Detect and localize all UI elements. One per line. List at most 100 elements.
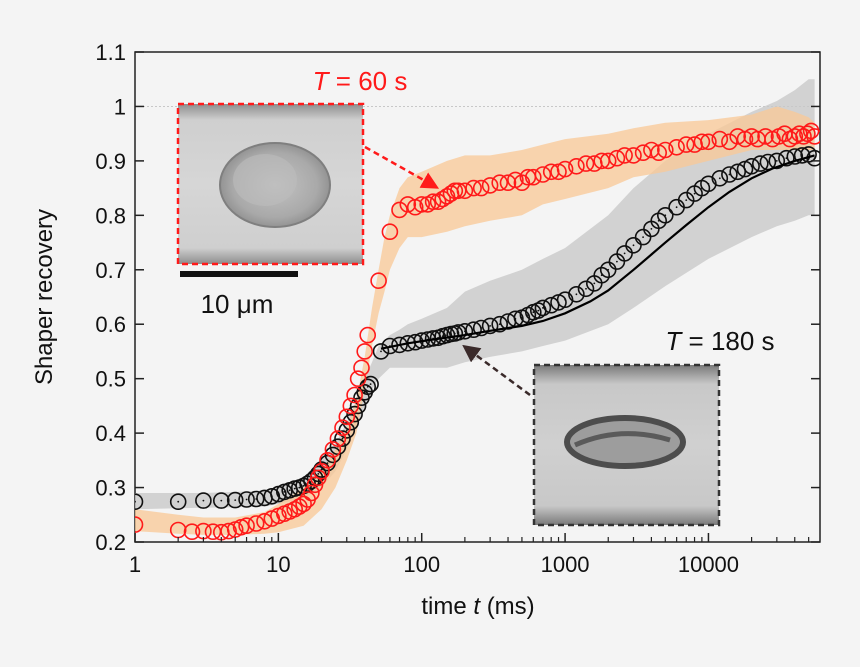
data-point: [456, 322, 474, 340]
data-point: [324, 446, 342, 464]
data-point: [465, 321, 482, 339]
data-point-center: [489, 325, 491, 327]
data-point: [668, 139, 685, 156]
data-point: [429, 193, 447, 210]
data-point-center: [527, 314, 529, 316]
x-axis-title-main: time: [421, 593, 466, 620]
data-point: [334, 419, 351, 437]
inset-180s: T = 180 s: [462, 326, 775, 527]
data-point: [195, 492, 212, 509]
x-axis-title: time t (ms): [421, 593, 534, 620]
data-point-center: [718, 177, 721, 180]
data-point: [256, 512, 273, 530]
x-tick-label: 1: [129, 552, 141, 577]
data-point: [568, 285, 585, 303]
data-point-center: [366, 385, 369, 388]
data-point: [534, 166, 552, 183]
x-tick-label: 1000: [541, 552, 590, 577]
data-point: [391, 336, 408, 354]
data-point: [169, 493, 187, 511]
data-point: [353, 359, 370, 377]
data-point: [616, 147, 633, 164]
data-point: [338, 422, 356, 439]
data-point: [778, 149, 795, 167]
inset-180s-label: T = 180 s: [665, 326, 774, 356]
inset-180s-label-var: T: [665, 326, 683, 356]
data-point: [743, 158, 760, 175]
data-point: [303, 484, 320, 502]
inset-180s-cell: [564, 415, 686, 469]
data-point: [481, 177, 499, 194]
data-point: [319, 451, 336, 469]
data-point-center: [585, 287, 587, 290]
data-point: [721, 133, 738, 151]
x-axis: 1 10 100 1000 10000: [129, 533, 810, 577]
data-point: [286, 500, 304, 518]
data-point: [338, 408, 356, 426]
data-point-center: [767, 161, 769, 163]
x-axis-title-var: t: [473, 593, 481, 620]
data-point: [472, 179, 490, 197]
fit-line-layer: [380, 154, 815, 350]
data-point: [481, 317, 499, 335]
data-point-center: [326, 462, 329, 464]
data-point: [806, 128, 820, 145]
data-point-center: [220, 499, 223, 502]
inset-60s: 10 μm T = 60 s: [176, 66, 440, 319]
y-tick-label: 1.1: [95, 40, 126, 65]
data-point-center: [177, 500, 180, 503]
data-point: [556, 160, 574, 178]
data-point: [399, 196, 417, 213]
data-point: [349, 370, 367, 388]
data-point-center: [234, 499, 237, 501]
data-point-center: [532, 311, 535, 314]
data-point: [342, 397, 360, 415]
data-point-center: [464, 330, 466, 333]
data-point-center: [202, 499, 205, 502]
band-180s: [135, 79, 815, 510]
data-point: [768, 152, 786, 170]
y-axis-title: Shaper recovery: [31, 209, 58, 385]
x-tick-label: 10: [266, 552, 290, 577]
data-point-center: [607, 268, 610, 271]
data-point-center: [632, 244, 635, 247]
data-point: [456, 182, 474, 200]
data-point: [424, 193, 442, 210]
data-point: [656, 207, 674, 224]
data-point: [786, 128, 804, 145]
y-tick-label: 1: [114, 94, 126, 119]
scale-bar-label: 10 μm: [201, 289, 274, 319]
data-point-center: [537, 309, 540, 312]
data-point: [608, 149, 626, 167]
data-point: [391, 201, 408, 219]
fit-line-180s: [380, 154, 815, 350]
data-point: [577, 280, 595, 298]
data-point: [263, 487, 281, 505]
inset-60s-cell-core: [233, 154, 297, 206]
data-point: [786, 148, 804, 165]
data-point-center: [302, 485, 305, 487]
data-point: [711, 170, 729, 187]
data-point: [295, 495, 312, 513]
data-point: [465, 179, 482, 197]
y-tick-label: 0.9: [95, 149, 126, 174]
data-point-center: [750, 165, 753, 168]
data-point: [247, 515, 265, 532]
y-tick-label: 0.5: [95, 367, 126, 392]
data-point: [356, 343, 374, 360]
inset-60s-frame: [176, 102, 365, 266]
data-point-center: [664, 214, 667, 217]
data-point: [568, 158, 585, 175]
data-point: [693, 133, 711, 151]
data-point: [677, 136, 695, 153]
data-point-center: [616, 260, 618, 263]
inset-180s-cell-fold: [573, 431, 671, 448]
data-point: [625, 147, 642, 164]
inset-60s-label-var: T: [313, 66, 331, 96]
data-point: [135, 516, 144, 533]
data-point: [711, 130, 729, 148]
data-point-center: [345, 429, 348, 432]
data-point: [213, 492, 230, 509]
data-point-center: [380, 350, 382, 353]
